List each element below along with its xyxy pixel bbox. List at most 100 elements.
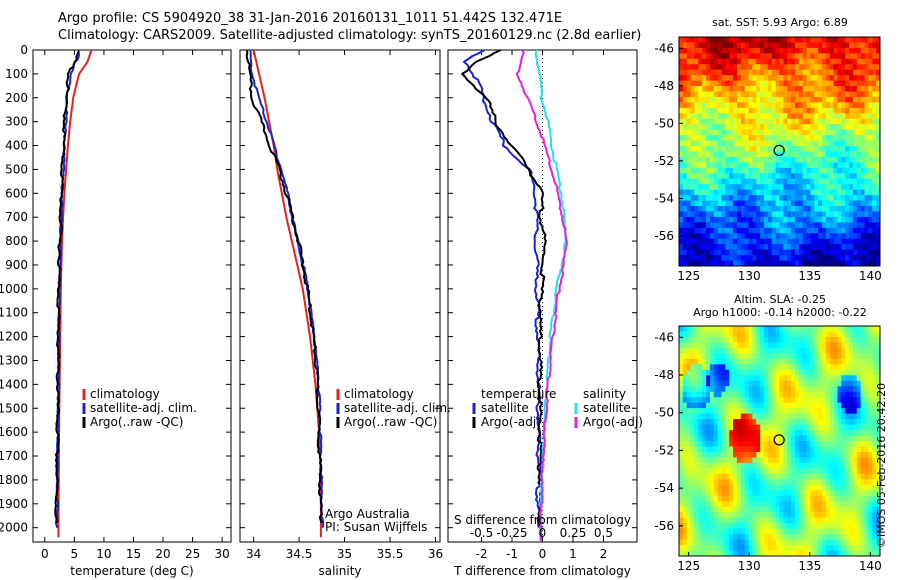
map-cell (698, 512, 703, 519)
map-cell (771, 118, 777, 125)
map-cell (825, 430, 831, 437)
map-cell (860, 140, 866, 147)
map-cell (717, 200, 723, 207)
map-cell (748, 523, 753, 530)
map-cell (868, 506, 873, 513)
map-cell (849, 238, 854, 245)
map-cell (829, 430, 835, 437)
map-cell (787, 397, 792, 404)
map-cell (736, 184, 742, 191)
map-cell (837, 380, 842, 387)
map-cell (686, 473, 692, 480)
map-cell (833, 124, 838, 131)
map-cell (864, 249, 869, 256)
map-cell (849, 397, 854, 404)
map-cell (794, 545, 800, 552)
map-cell (729, 255, 734, 262)
map-cell (709, 113, 715, 120)
map-cell (787, 216, 792, 223)
map-cell (852, 402, 858, 409)
map-cell (721, 479, 726, 486)
map-cell (787, 336, 792, 343)
map-cell (725, 140, 730, 147)
map-cell (752, 512, 757, 519)
map-cell (779, 391, 784, 398)
map-cell (814, 495, 819, 502)
map-cell (802, 195, 808, 202)
map-cell (748, 528, 753, 535)
map-cell (760, 129, 765, 136)
map-cell (779, 47, 784, 54)
map-cell (833, 238, 838, 245)
map-cell (841, 118, 846, 125)
map-cell (690, 58, 695, 65)
map-cell (814, 512, 819, 519)
map-cell (775, 238, 780, 245)
map-cell (764, 58, 769, 65)
map-cell (852, 47, 858, 54)
map-cell (825, 402, 831, 409)
map-cell (706, 37, 711, 43)
map-cell (806, 86, 811, 93)
map-cell (679, 167, 684, 174)
map-cell (798, 430, 804, 437)
map-cell (764, 200, 769, 207)
map-cell (860, 146, 866, 152)
map-cell (787, 249, 792, 256)
map-cell (868, 353, 873, 360)
map-cell (679, 135, 684, 142)
map-cell (833, 173, 838, 180)
map-cell (682, 37, 688, 43)
map-cell (814, 435, 819, 442)
map-cell (852, 347, 858, 354)
map-cell (771, 178, 777, 185)
map-cell (860, 102, 866, 109)
map-cell (698, 96, 703, 103)
map-cell (682, 468, 688, 475)
map-cell (721, 364, 726, 371)
map-cell (740, 517, 746, 524)
map-cell (810, 195, 815, 202)
map-cell (767, 528, 773, 535)
map-cell (852, 96, 858, 103)
map-cell (767, 53, 773, 60)
map-cell (748, 490, 753, 497)
map-cell (833, 260, 838, 267)
map-cell (818, 342, 823, 349)
map-cell (829, 113, 835, 120)
map-cell (856, 200, 862, 207)
map-cell (698, 517, 703, 524)
map-cell (845, 75, 850, 82)
map-cell (845, 102, 850, 109)
map-cell (818, 222, 823, 229)
map-cell (791, 255, 796, 262)
map-cell (833, 512, 838, 519)
map-cell (717, 419, 723, 426)
map-cell (721, 211, 726, 218)
map-cell (748, 222, 753, 229)
map-cell (764, 331, 769, 338)
map-cell (733, 408, 738, 415)
map-cell (798, 408, 804, 415)
map-y-tick-label: -56 (654, 519, 674, 533)
map-cell (814, 408, 819, 415)
map-cell (736, 162, 742, 169)
map-cell (706, 408, 711, 415)
map-cell (694, 255, 699, 262)
map-cell (794, 173, 800, 180)
map-cell (791, 249, 796, 256)
map-subtitle: Argo h1000: -0.14 h2000: -0.22 (693, 306, 867, 319)
map-cell (787, 86, 792, 93)
map-cell (802, 479, 808, 486)
map-cell (802, 386, 808, 393)
map-cell (729, 375, 734, 382)
map-cell (709, 184, 715, 191)
map-cell (868, 457, 873, 464)
map-cell (717, 255, 723, 262)
plot-frame (32, 49, 232, 543)
map-cell (849, 358, 854, 365)
map-cell (736, 484, 742, 491)
map-cell (829, 227, 835, 234)
map-cell (740, 490, 746, 497)
map-cell (706, 528, 711, 535)
